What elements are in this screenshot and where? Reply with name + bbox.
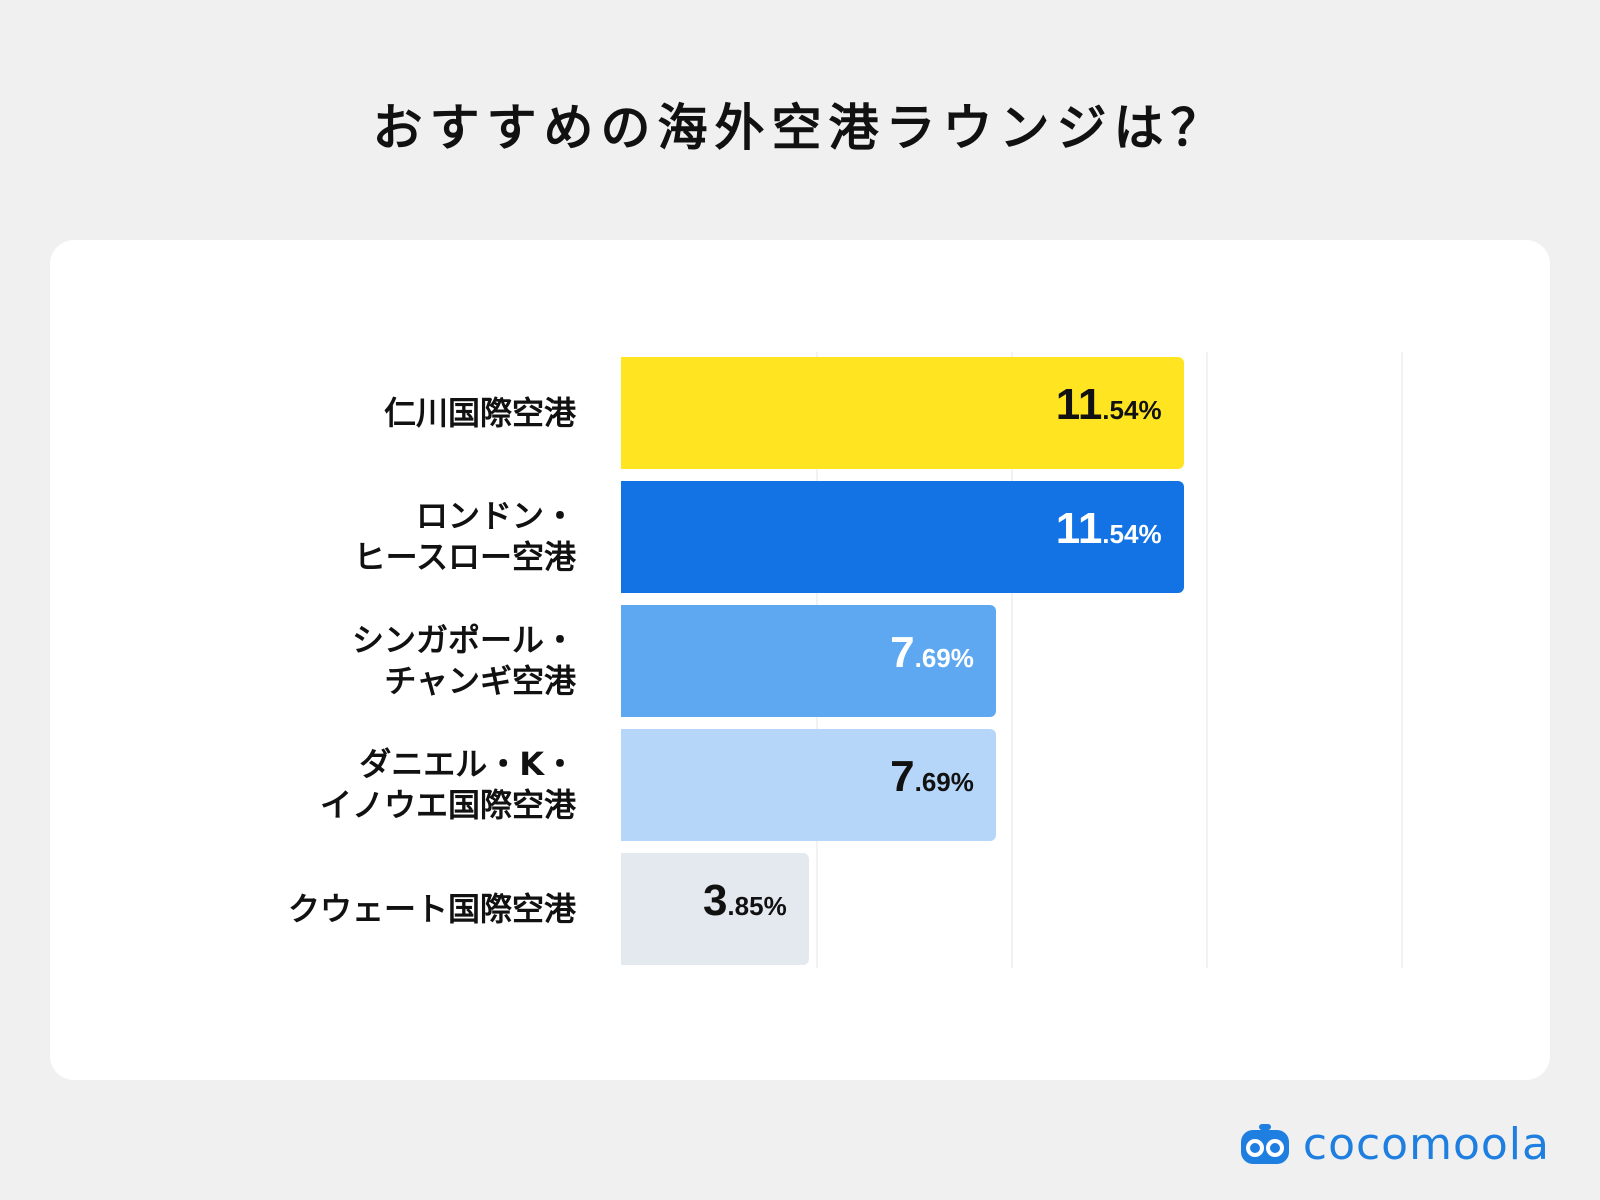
data-label: 11.54%: [1056, 357, 1162, 469]
data-label: 3.85%: [703, 853, 787, 965]
data-label-decimal: .69%: [914, 767, 974, 797]
category-label: クウェート国際空港: [196, 853, 576, 965]
data-label-integer: 11: [1055, 380, 1103, 429]
data-label: 7.69%: [890, 605, 974, 717]
gridline: [1401, 352, 1403, 968]
data-label-integer: 7: [890, 752, 915, 801]
bar: 11.54%: [621, 357, 1184, 469]
bar: 7.69%: [621, 729, 996, 841]
data-label-decimal: .54%: [1102, 519, 1162, 549]
data-label-decimal: .54%: [1102, 395, 1162, 425]
category-label: ダニエル・K・ イノウエ国際空港: [196, 729, 576, 841]
data-label-integer: 11: [1055, 504, 1103, 553]
category-label-line: クウェート国際空港: [287, 889, 576, 928]
gridline: [1011, 352, 1013, 968]
bar: 7.69%: [621, 605, 996, 717]
category-label: 仁川国際空港: [196, 357, 576, 469]
category-label: ロンドン・ ヒースロー空港: [196, 481, 576, 593]
robot-face-icon: [1240, 1124, 1289, 1164]
category-label-line: シンガポール・: [351, 621, 576, 659]
bar: 3.85%: [621, 853, 809, 965]
bar: 11.54%: [621, 481, 1184, 593]
category-label-line: ダニエル・K・: [359, 745, 576, 783]
data-label-integer: 7: [890, 628, 915, 677]
data-label-integer: 3: [702, 876, 728, 925]
data-label-decimal: .69%: [914, 643, 974, 673]
logo-text: cocomoola: [1302, 1118, 1550, 1170]
chart-title: おすすめの海外空港ラウンジは？: [372, 99, 1228, 157]
category-label-line: ヒースロー空港: [353, 538, 576, 576]
category-label-line: 仁川国際空港: [383, 393, 576, 432]
brand-logo: cocomoola: [1237, 1114, 1550, 1174]
category-label: シンガポール・ チャンギ空港: [196, 605, 576, 717]
category-label-line: ロンドン・: [415, 497, 576, 535]
data-label-decimal: .85%: [727, 891, 787, 921]
gridline: [1206, 352, 1208, 968]
data-label: 7.69%: [890, 729, 974, 841]
data-label: 11.54%: [1056, 481, 1162, 593]
category-label-line: イノウエ国際空港: [319, 786, 576, 824]
category-label-line: チャンギ空港: [384, 662, 576, 700]
